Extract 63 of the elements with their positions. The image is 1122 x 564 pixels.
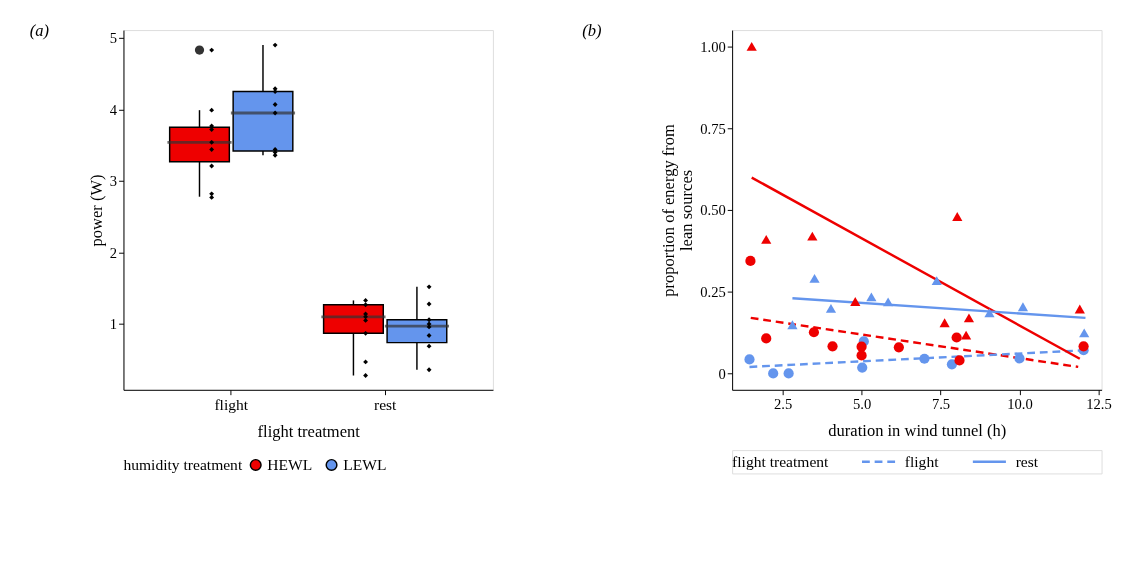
point bbox=[919, 353, 930, 364]
point bbox=[866, 292, 877, 302]
x-tick-label: 7.5 bbox=[931, 395, 951, 412]
point bbox=[951, 332, 962, 343]
y-tick-label: 1.00 bbox=[700, 38, 726, 55]
legend-label: rest bbox=[1015, 452, 1039, 470]
point bbox=[931, 276, 942, 285]
point bbox=[963, 313, 975, 323]
point bbox=[961, 330, 972, 340]
point bbox=[809, 273, 820, 283]
legend-label: flight bbox=[904, 452, 940, 470]
point bbox=[984, 308, 995, 318]
y-tick-label: 0.75 bbox=[700, 120, 726, 137]
legend-title: flight treatment bbox=[732, 452, 830, 470]
point bbox=[850, 297, 861, 306]
y-tick-label: 3 bbox=[109, 173, 118, 190]
y-tick-label: 2 bbox=[109, 244, 118, 261]
point bbox=[939, 318, 950, 328]
x-tick-label: 5.0 bbox=[852, 395, 872, 412]
legend-label: LEWL bbox=[343, 455, 387, 473]
point bbox=[883, 297, 894, 307]
point bbox=[856, 350, 867, 361]
point bbox=[744, 354, 755, 365]
point bbox=[1079, 328, 1090, 338]
x-tick-label: flight bbox=[214, 395, 249, 413]
legend-label: HEWL bbox=[267, 455, 313, 473]
text: (b) bbox=[582, 20, 602, 40]
point bbox=[746, 42, 757, 51]
point bbox=[745, 255, 756, 267]
y-tick-label: 5 bbox=[109, 30, 118, 47]
legend-title: humidity treatment bbox=[123, 455, 243, 473]
point bbox=[808, 327, 820, 338]
y-tick-label: 1 bbox=[109, 316, 118, 333]
point bbox=[954, 355, 965, 366]
point bbox=[787, 320, 798, 330]
point bbox=[1017, 302, 1029, 312]
x-tick-label: 10.0 bbox=[1007, 395, 1033, 412]
x-tick-label: rest bbox=[373, 395, 398, 413]
point bbox=[856, 341, 867, 352]
x-tick-label: 12.5 bbox=[1086, 395, 1112, 412]
y-tick-label: 0.50 bbox=[700, 202, 726, 219]
y-tick-label: 4 bbox=[109, 101, 118, 118]
point bbox=[1078, 341, 1089, 352]
point bbox=[807, 231, 818, 241]
y-axis-title: power (W) bbox=[87, 174, 107, 247]
x-axis-title: duration in wind tunnel (h) bbox=[828, 421, 1007, 440]
y-axis-title: proportion of energy from lean sources bbox=[659, 123, 697, 297]
x-tick-label: 2.5 bbox=[774, 395, 793, 412]
point bbox=[825, 303, 837, 313]
point bbox=[827, 341, 838, 352]
x-axis-title: flight treatment bbox=[257, 421, 361, 441]
point bbox=[783, 368, 794, 379]
y-tick-label: 0.25 bbox=[700, 284, 726, 301]
point bbox=[893, 342, 904, 353]
chart-title: (a) bbox=[29, 20, 49, 40]
y-tick-label: 0 bbox=[718, 365, 726, 382]
point bbox=[761, 333, 772, 344]
point bbox=[1014, 353, 1025, 364]
point bbox=[761, 234, 772, 244]
point bbox=[946, 359, 957, 370]
point bbox=[768, 368, 779, 379]
point bbox=[952, 212, 963, 221]
point bbox=[857, 362, 868, 373]
